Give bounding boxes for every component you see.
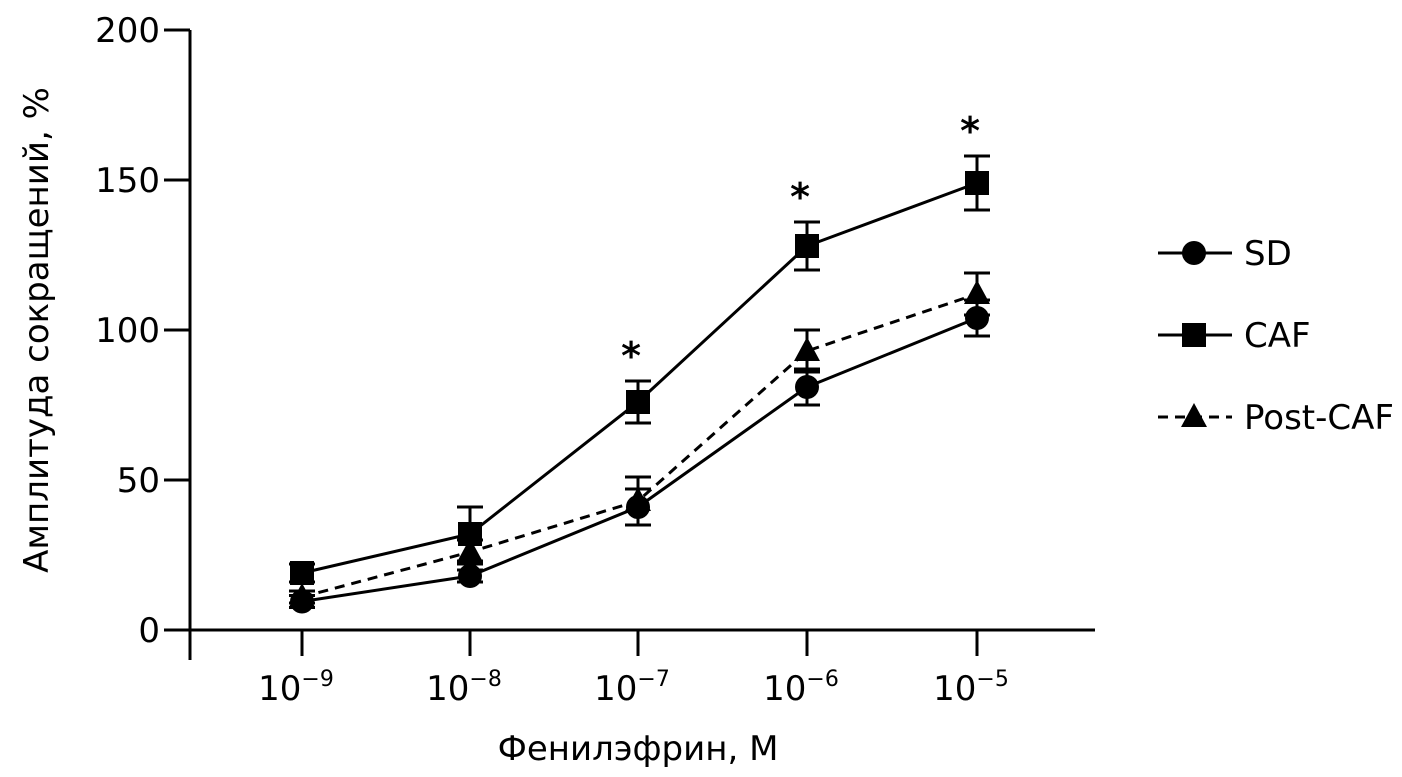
legend: SD CAF Post-CAF — [1158, 234, 1394, 438]
data-point-caf — [795, 234, 819, 258]
data-point-sd — [458, 564, 482, 588]
data-point-caf — [965, 171, 989, 195]
series-post-caf — [289, 271, 990, 607]
y-axis-title: Амплитуда сокращений, % — [17, 87, 57, 573]
y-tick-label: 200 — [95, 11, 160, 51]
legend-item-caf: CAF — [1158, 316, 1311, 356]
annotation-layer: * * * — [621, 109, 980, 378]
legend-marker-circle — [1182, 241, 1206, 265]
x-tick-label: 10−6 — [763, 667, 839, 709]
series-layer — [289, 154, 990, 614]
x-tick-label: 10−9 — [258, 667, 334, 709]
series-caf — [289, 154, 990, 585]
significance-marker: * — [960, 109, 980, 153]
x-tick-label: 10−5 — [933, 667, 1009, 709]
data-point-sd — [965, 306, 989, 330]
y-tick-label: 0 — [138, 611, 160, 651]
x-tick-label: 10−7 — [594, 667, 670, 709]
data-point-caf — [626, 390, 650, 414]
legend-label: CAF — [1244, 316, 1311, 356]
significance-marker: * — [621, 334, 641, 378]
legend-marker-square — [1182, 323, 1206, 347]
legend-item-post-caf: Post-CAF — [1158, 398, 1394, 438]
significance-marker: * — [790, 175, 810, 219]
legend-item-sd: SD — [1158, 234, 1292, 274]
data-point-caf — [458, 522, 482, 546]
y-tick-label: 150 — [95, 161, 160, 201]
x-axis-title: Фенилэфрин, М — [498, 729, 779, 769]
data-point-post-caf — [625, 487, 651, 511]
axes: 0 50 100 150 200 10−9 10−8 10−7 10−6 10−5 — [95, 11, 1095, 709]
data-point-post-caf — [964, 280, 990, 304]
data-point-caf — [290, 561, 314, 585]
legend-label: Post-CAF — [1244, 398, 1394, 438]
data-point-post-caf — [794, 337, 820, 361]
data-point-post-caf — [289, 583, 315, 607]
x-tick-label: 10−8 — [426, 667, 502, 709]
legend-label: SD — [1244, 234, 1292, 274]
y-tick-label: 50 — [117, 461, 160, 501]
legend-marker-triangle — [1181, 403, 1207, 427]
y-tick-label: 100 — [95, 311, 160, 351]
data-point-sd — [795, 375, 819, 399]
